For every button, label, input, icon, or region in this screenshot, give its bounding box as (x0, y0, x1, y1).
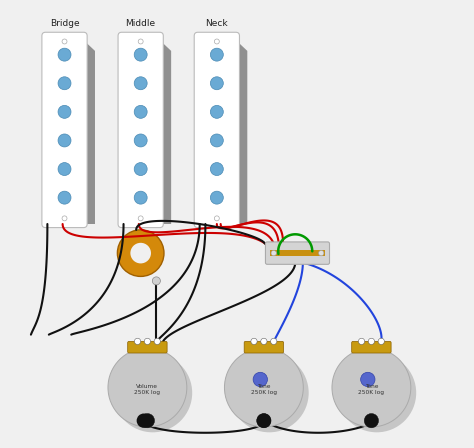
Circle shape (144, 338, 151, 345)
Circle shape (210, 48, 223, 61)
Circle shape (113, 353, 192, 432)
Text: Tone
250K log: Tone 250K log (251, 384, 277, 395)
Circle shape (210, 77, 223, 90)
Circle shape (58, 77, 71, 90)
Circle shape (210, 105, 223, 118)
Bar (270, 250, 325, 256)
Polygon shape (79, 36, 95, 224)
Circle shape (58, 163, 71, 176)
Circle shape (134, 77, 147, 90)
Text: Bridge: Bridge (50, 19, 79, 28)
Circle shape (210, 163, 223, 176)
FancyBboxPatch shape (352, 341, 391, 353)
Circle shape (271, 250, 276, 256)
FancyBboxPatch shape (118, 32, 164, 228)
Text: Tone
250K log: Tone 250K log (358, 384, 384, 395)
Circle shape (210, 191, 223, 204)
Circle shape (138, 39, 143, 44)
Circle shape (253, 372, 267, 387)
Text: Volume
250K log: Volume 250K log (135, 384, 160, 395)
Circle shape (261, 338, 267, 345)
Circle shape (138, 216, 143, 221)
Circle shape (62, 39, 67, 44)
Circle shape (137, 414, 151, 428)
Circle shape (62, 216, 67, 221)
Circle shape (134, 105, 147, 118)
Circle shape (358, 338, 365, 345)
Text: Neck: Neck (206, 19, 228, 28)
FancyBboxPatch shape (265, 242, 329, 264)
Circle shape (152, 277, 160, 285)
Circle shape (332, 348, 411, 427)
Circle shape (271, 338, 277, 345)
Circle shape (230, 353, 309, 432)
Circle shape (337, 353, 416, 432)
FancyBboxPatch shape (42, 32, 87, 228)
Circle shape (118, 230, 164, 276)
Circle shape (140, 414, 155, 428)
Circle shape (368, 338, 374, 345)
Circle shape (130, 243, 151, 263)
Circle shape (134, 48, 147, 61)
Circle shape (135, 338, 141, 345)
Text: Middle: Middle (126, 19, 156, 28)
Circle shape (319, 250, 324, 256)
Polygon shape (155, 36, 171, 224)
Circle shape (251, 338, 257, 345)
Circle shape (154, 338, 160, 345)
Circle shape (378, 338, 384, 345)
FancyBboxPatch shape (244, 341, 283, 353)
Circle shape (361, 372, 375, 387)
Circle shape (58, 191, 71, 204)
Circle shape (257, 414, 271, 428)
Polygon shape (231, 36, 247, 224)
Circle shape (134, 191, 147, 204)
Circle shape (108, 348, 187, 427)
Circle shape (58, 48, 71, 61)
Circle shape (58, 134, 71, 147)
Circle shape (214, 39, 219, 44)
Circle shape (210, 134, 223, 147)
Circle shape (257, 414, 271, 428)
FancyBboxPatch shape (194, 32, 239, 228)
Circle shape (134, 163, 147, 176)
Circle shape (214, 216, 219, 221)
Circle shape (225, 348, 303, 427)
FancyBboxPatch shape (128, 341, 167, 353)
Circle shape (134, 134, 147, 147)
Circle shape (58, 105, 71, 118)
Circle shape (364, 414, 379, 428)
